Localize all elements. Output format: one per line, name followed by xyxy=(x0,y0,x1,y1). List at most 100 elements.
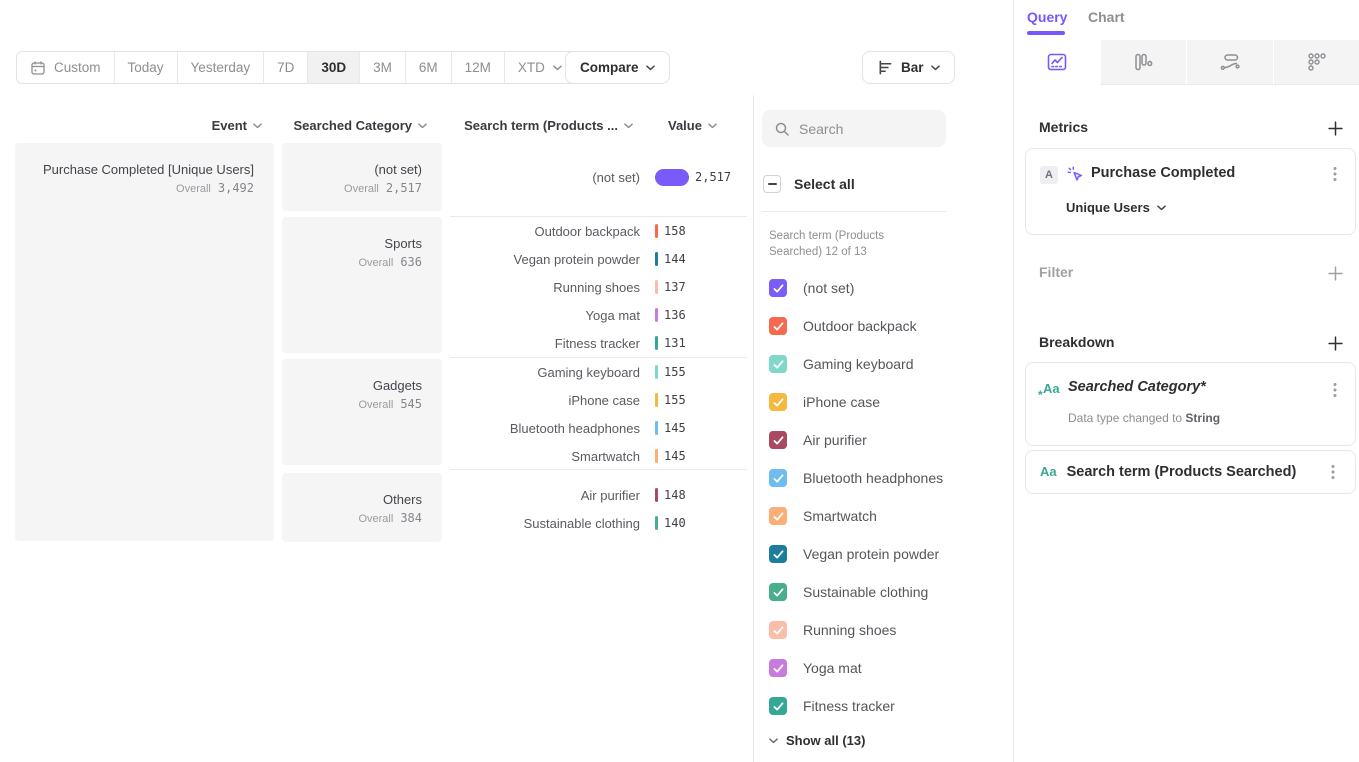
check-icon xyxy=(773,511,783,521)
date-preset-today[interactable]: Today xyxy=(113,52,177,83)
table-row[interactable]: Air purifier 148 xyxy=(580,487,686,503)
tab-funnels[interactable] xyxy=(1099,40,1186,85)
legend-item[interactable]: Outdoor backpack xyxy=(769,317,917,335)
chart-type-dropdown[interactable]: Bar xyxy=(862,51,955,84)
compare-button[interactable]: Compare xyxy=(565,51,670,84)
check-icon xyxy=(773,587,783,597)
breakdown-heading: Breakdown xyxy=(1039,334,1115,350)
table-row[interactable]: Vegan protein powder 144 xyxy=(513,251,686,267)
legend-item[interactable]: (not set) xyxy=(769,279,854,297)
row-separator xyxy=(450,216,747,217)
legend-item[interactable]: Fitness tracker xyxy=(769,697,895,715)
date-preset-12m[interactable]: 12M xyxy=(450,52,504,83)
column-header-search-term[interactable]: Search term (Products ... xyxy=(450,117,633,134)
check-icon xyxy=(773,663,783,673)
tab-retention[interactable] xyxy=(1272,40,1359,85)
breakdown-menu-button[interactable] xyxy=(1325,463,1341,481)
legend-item[interactable]: Sustainable clothing xyxy=(769,583,928,601)
date-preset-3m[interactable]: 3M xyxy=(359,52,405,83)
date-preset-yesterday[interactable]: Yesterday xyxy=(176,52,264,83)
panel-divider xyxy=(753,95,754,762)
select-all-row[interactable]: Select all xyxy=(763,175,855,193)
table-row[interactable]: Smartwatch 145 xyxy=(571,448,686,464)
legend-item[interactable]: Running shoes xyxy=(769,621,896,639)
legend-item[interactable]: Vegan protein powder xyxy=(769,545,939,563)
legend-checkbox[interactable] xyxy=(769,393,787,411)
legend-item[interactable]: Air purifier xyxy=(769,431,867,449)
table-row[interactable]: Running shoes 137 xyxy=(553,279,686,295)
date-preset-custom[interactable]: Custom xyxy=(17,52,114,83)
property-Aa-icon: * Aa xyxy=(1038,381,1060,402)
column-header-searched-category[interactable]: Searched Category xyxy=(282,117,427,134)
legend-search[interactable] xyxy=(762,110,946,147)
date-preset-7d[interactable]: 7D xyxy=(263,52,307,83)
date-preset-xtd[interactable]: XTD xyxy=(503,52,575,83)
legend-item[interactable]: Gaming keyboard xyxy=(769,355,914,373)
table-row[interactable]: Bluetooth headphones 145 xyxy=(509,420,686,436)
legend-item[interactable]: Bluetooth headphones xyxy=(769,469,943,487)
chevron-down-icon xyxy=(418,122,427,128)
table-row[interactable]: Fitness tracker 131 xyxy=(554,335,686,351)
category-cell-not-set[interactable]: (not set) Overall 2,517 xyxy=(282,143,442,211)
measure-dropdown[interactable]: Unique Users xyxy=(1066,200,1166,215)
table-row[interactable]: Outdoor backpack 158 xyxy=(534,223,686,239)
legend-checkbox[interactable] xyxy=(769,431,787,449)
legend-checkbox[interactable] xyxy=(769,507,787,525)
table-row[interactable]: Gaming keyboard 155 xyxy=(537,364,686,380)
legend-checkbox[interactable] xyxy=(769,545,787,563)
table-row[interactable]: iPhone case 155 xyxy=(568,392,686,408)
tab-insights[interactable] xyxy=(1014,40,1100,85)
add-metric-button[interactable] xyxy=(1325,118,1345,138)
add-filter-button[interactable] xyxy=(1325,263,1345,283)
event-name: Purchase Completed [Unique Users] xyxy=(43,162,254,177)
tab-chart[interactable]: Chart xyxy=(1088,9,1125,25)
value-bar xyxy=(655,488,658,502)
legend-checkbox[interactable] xyxy=(769,659,787,677)
add-breakdown-button[interactable] xyxy=(1325,333,1345,353)
value-bar xyxy=(655,336,658,350)
date-preset-30d-selected[interactable]: 30D xyxy=(307,52,360,83)
table-row[interactable]: Sustainable clothing 140 xyxy=(523,515,686,531)
chevron-down-icon xyxy=(645,64,655,70)
value-bar xyxy=(655,421,658,435)
tab-query[interactable]: Query xyxy=(1027,9,1068,25)
metrics-heading: Metrics xyxy=(1039,119,1089,135)
breakdown-property-name: Searched Category* xyxy=(1068,379,1206,395)
breakdown-card-searched-category[interactable]: * Aa Searched Category* Data type changed… xyxy=(1025,362,1356,446)
breakdown-menu-button[interactable] xyxy=(1327,381,1343,399)
tab-flows[interactable] xyxy=(1186,40,1273,85)
event-cell[interactable]: Purchase Completed [Unique Users] Overal… xyxy=(15,143,274,541)
table-row[interactable]: Yoga mat 136 xyxy=(585,307,686,323)
column-header-value[interactable]: Value xyxy=(668,117,717,134)
legend-checkbox[interactable] xyxy=(769,355,787,373)
legend-checkbox[interactable] xyxy=(769,697,787,715)
check-icon xyxy=(773,435,783,445)
column-header-event[interactable]: Event xyxy=(15,117,262,134)
value-bar xyxy=(655,308,658,322)
legend-checkbox[interactable] xyxy=(769,469,787,487)
metric-event-name: Purchase Completed xyxy=(1091,165,1236,181)
legend-item[interactable]: Yoga mat xyxy=(769,659,862,677)
value-bar xyxy=(655,449,658,463)
show-all-toggle[interactable]: Show all (13) xyxy=(769,733,865,748)
legend-item[interactable]: iPhone case xyxy=(769,393,880,411)
value-bar xyxy=(655,252,658,266)
legend-item[interactable]: Smartwatch xyxy=(769,507,877,525)
category-cell-gadgets[interactable]: Gadgets Overall 545 xyxy=(282,359,442,465)
table-row[interactable]: (not set) 2,517 xyxy=(592,168,732,186)
search-input[interactable] xyxy=(799,120,929,137)
insights-icon xyxy=(1047,53,1067,71)
kebab-menu-icon xyxy=(1333,383,1337,397)
metric-card[interactable]: A Purchase Completed Unique Users xyxy=(1025,148,1356,235)
date-preset-6m[interactable]: 6M xyxy=(404,52,451,83)
legend-checkbox[interactable] xyxy=(769,317,787,335)
category-cell-others[interactable]: Others Overall 384 xyxy=(282,473,442,542)
legend-checkbox[interactable] xyxy=(769,621,787,639)
minus-icon xyxy=(767,183,777,185)
legend-checkbox[interactable] xyxy=(769,279,787,297)
metric-menu-button[interactable] xyxy=(1327,165,1343,183)
select-all-checkbox[interactable] xyxy=(763,175,781,193)
category-cell-sports[interactable]: Sports Overall 636 xyxy=(282,217,442,353)
breakdown-card-search-term[interactable]: Aa Search term (Products Searched) xyxy=(1025,450,1356,494)
legend-checkbox[interactable] xyxy=(769,583,787,601)
